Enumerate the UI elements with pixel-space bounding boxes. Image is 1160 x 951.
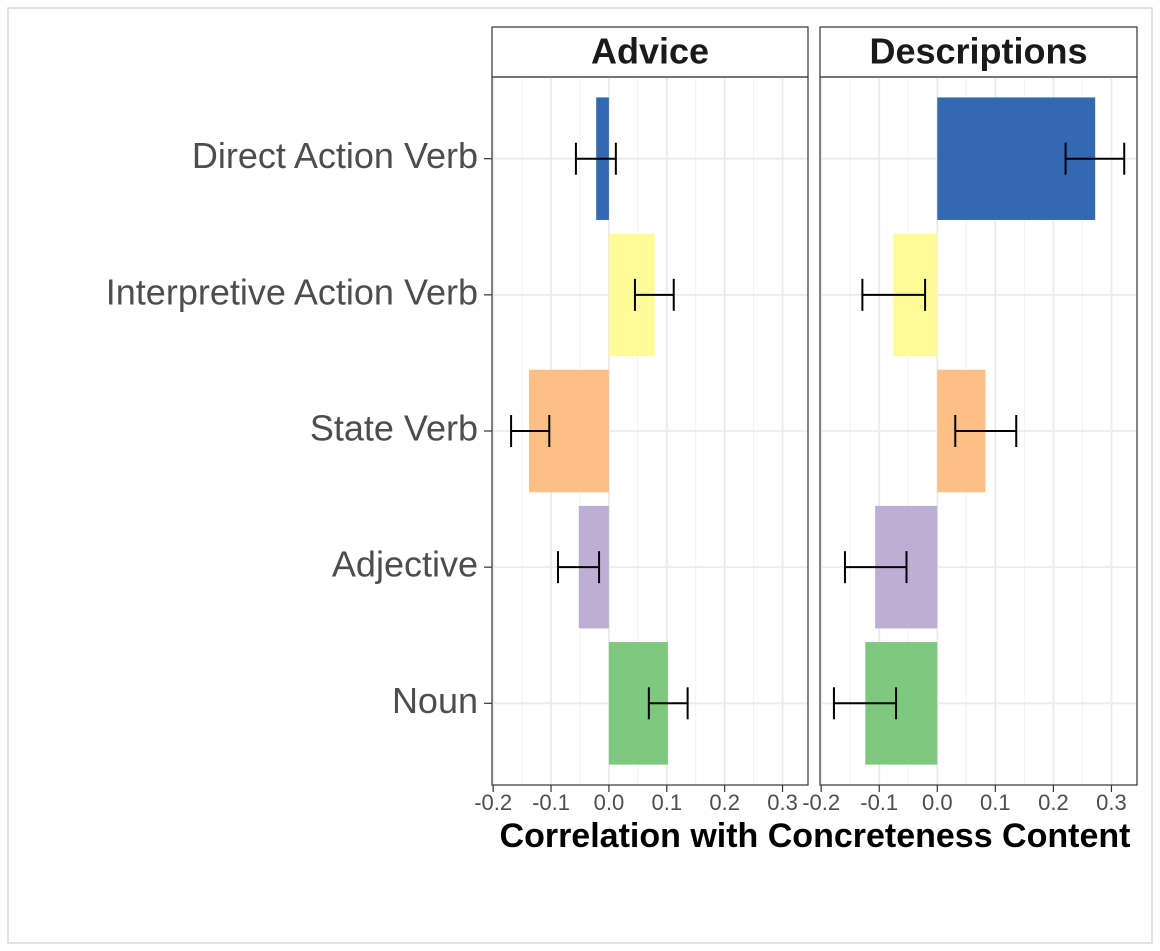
error-bar [954, 415, 1018, 447]
x-tick-label: 0.2 [709, 790, 740, 815]
facet-strip [819, 26, 1138, 78]
x-tick-label: -0.1 [860, 790, 898, 815]
panel-border [491, 76, 809, 786]
error-bar [574, 142, 617, 175]
page-frame [7, 7, 1153, 944]
y-tick-label: Adjective [332, 544, 478, 585]
x-tick-label: 0.0 [922, 790, 953, 815]
x-tick-label: 0.2 [1038, 790, 1069, 815]
facet-strip [491, 26, 809, 78]
error-bar [1064, 142, 1126, 175]
x-tick-label: 0.3 [767, 790, 798, 815]
x-tick-label: -0.2 [802, 790, 840, 815]
error-bar [510, 415, 551, 447]
facet-title: Advice [591, 31, 709, 72]
error-bar [861, 278, 927, 311]
x-axis-title: Correlation with Concreteness Content [500, 817, 1131, 855]
x-tick-label: -0.1 [532, 790, 570, 815]
panel-border [819, 76, 1138, 786]
error-bar [832, 687, 898, 720]
x-tick-label: -0.2 [474, 790, 512, 815]
x-tick-label: 0.0 [594, 790, 625, 815]
error-bar [633, 278, 675, 311]
x-tick-label: 0.1 [980, 790, 1011, 815]
y-tick-label: Noun [392, 680, 478, 721]
x-tick-label: 0.1 [651, 790, 682, 815]
error-bar [647, 687, 689, 720]
y-tick-label: Interpretive Action Verb [106, 271, 478, 312]
y-tick-label: State Verb [310, 408, 478, 449]
error-bar [556, 551, 601, 584]
x-tick-label: 0.3 [1096, 790, 1127, 815]
facet-title: Descriptions [869, 31, 1087, 72]
y-tick-label: Direct Action Verb [192, 135, 478, 176]
error-bar [843, 551, 908, 584]
